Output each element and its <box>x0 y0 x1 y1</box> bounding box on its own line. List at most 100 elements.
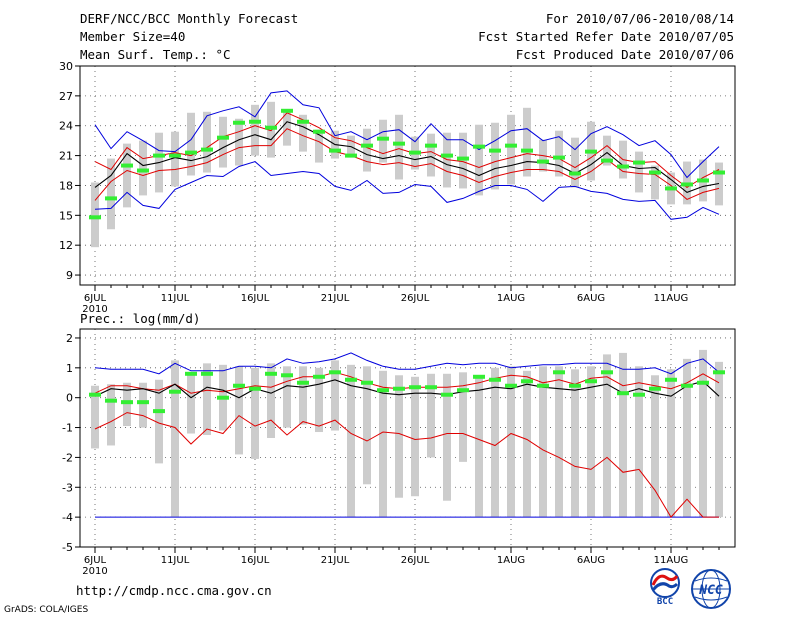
median-mark <box>457 388 469 393</box>
median-mark <box>649 170 661 175</box>
ncc-logo: NCC <box>691 569 731 609</box>
median-mark <box>361 143 373 148</box>
median-mark <box>169 389 181 394</box>
spread-box <box>155 379 163 464</box>
y-tick-label: 2 <box>66 332 73 345</box>
spread-box <box>363 128 371 172</box>
median-mark <box>633 392 645 397</box>
spread-box <box>379 370 387 518</box>
median-mark <box>201 371 213 376</box>
spread-box <box>299 366 307 425</box>
median-mark <box>313 374 325 379</box>
median-mark <box>249 386 261 391</box>
x-tick-label: 6JUL <box>84 293 107 304</box>
median-mark <box>489 377 501 382</box>
spread-box <box>107 384 115 446</box>
spread-box <box>187 373 195 434</box>
median-mark <box>521 148 533 153</box>
median-mark <box>537 159 549 164</box>
spread-box <box>91 385 99 449</box>
spread-box <box>315 367 323 433</box>
median-mark <box>153 409 165 414</box>
median-mark <box>393 386 405 391</box>
median-mark <box>313 129 325 134</box>
median-mark <box>505 383 517 388</box>
median-mark <box>713 170 725 175</box>
spread-box <box>443 373 451 501</box>
spread-box <box>235 118 243 166</box>
median-mark <box>697 380 709 385</box>
spread-box <box>571 369 579 518</box>
x-tick-label: 11JUL <box>161 293 190 304</box>
forecast-period: For 2010/07/06-2010/08/14 <box>545 11 734 26</box>
median-mark <box>585 379 597 384</box>
y-tick-label: 15 <box>59 209 73 222</box>
y-tick-label: 1 <box>66 362 73 375</box>
median-mark <box>585 149 597 154</box>
median-mark <box>137 400 149 405</box>
variable-label: Mean Surf. Temp.: °C <box>80 47 231 62</box>
spread-box <box>635 151 643 193</box>
spread-box <box>363 366 371 485</box>
median-mark <box>457 156 469 161</box>
spread-box <box>683 358 691 518</box>
median-mark <box>377 136 389 141</box>
median-mark <box>217 395 229 400</box>
spread-box <box>171 360 179 518</box>
median-mark <box>649 386 661 391</box>
x-year-label: 2010 <box>82 304 107 315</box>
plus-sd-line <box>94 371 720 394</box>
median-mark <box>281 108 293 113</box>
box-series <box>91 101 723 248</box>
spread-box <box>571 137 579 188</box>
median-mark <box>617 164 629 169</box>
spread-box <box>123 382 131 427</box>
maximum-line <box>94 352 720 375</box>
spread-box <box>651 165 659 200</box>
source-url[interactable]: http://cmdp.ncc.cma.gov.cn <box>76 583 272 598</box>
median-mark <box>569 383 581 388</box>
median-mark <box>265 125 277 130</box>
spread-box <box>603 135 611 166</box>
median-mark <box>249 119 261 124</box>
spread-box <box>315 129 323 163</box>
spread-box <box>427 373 435 458</box>
median-mark <box>89 392 101 397</box>
median-mark <box>329 370 341 375</box>
spread-box <box>219 116 227 168</box>
spread-box <box>555 366 563 518</box>
y-tick-label: -1 <box>62 422 73 435</box>
median-mark <box>633 160 645 165</box>
median-mark <box>473 374 485 379</box>
mean-line <box>94 121 720 194</box>
spread-box <box>619 352 627 518</box>
median-mark <box>553 370 565 375</box>
x-tick-label: 11JUL <box>161 555 190 566</box>
spread-box <box>507 366 515 518</box>
median-mark <box>617 391 629 396</box>
spread-box <box>299 114 307 152</box>
plus-sd-line <box>94 112 720 189</box>
spread-box <box>667 369 675 518</box>
spread-box <box>459 372 467 462</box>
median-mark <box>169 153 181 158</box>
spread-box <box>715 361 723 518</box>
spread-box <box>395 114 403 180</box>
spread-box <box>139 382 147 428</box>
y-tick-label: -2 <box>62 451 73 464</box>
median-mark <box>601 370 613 375</box>
median-mark <box>153 153 165 158</box>
spread-box <box>523 107 531 177</box>
spread-box <box>523 370 531 518</box>
ncc-logo-text: NCC <box>698 583 723 598</box>
spread-box <box>411 376 419 497</box>
median-mark <box>697 178 709 183</box>
spread-box <box>475 124 483 196</box>
maximum-line <box>94 90 720 179</box>
x-tick-label: 11AUG <box>654 555 689 566</box>
bcc-logo-text: BCC <box>657 597 673 606</box>
y-tick-label: 27 <box>59 90 73 103</box>
forecast-started-date: Fcst Started Refer Date 2010/07/05 <box>478 29 734 44</box>
spread-box <box>491 367 499 518</box>
spread-box <box>603 354 611 518</box>
